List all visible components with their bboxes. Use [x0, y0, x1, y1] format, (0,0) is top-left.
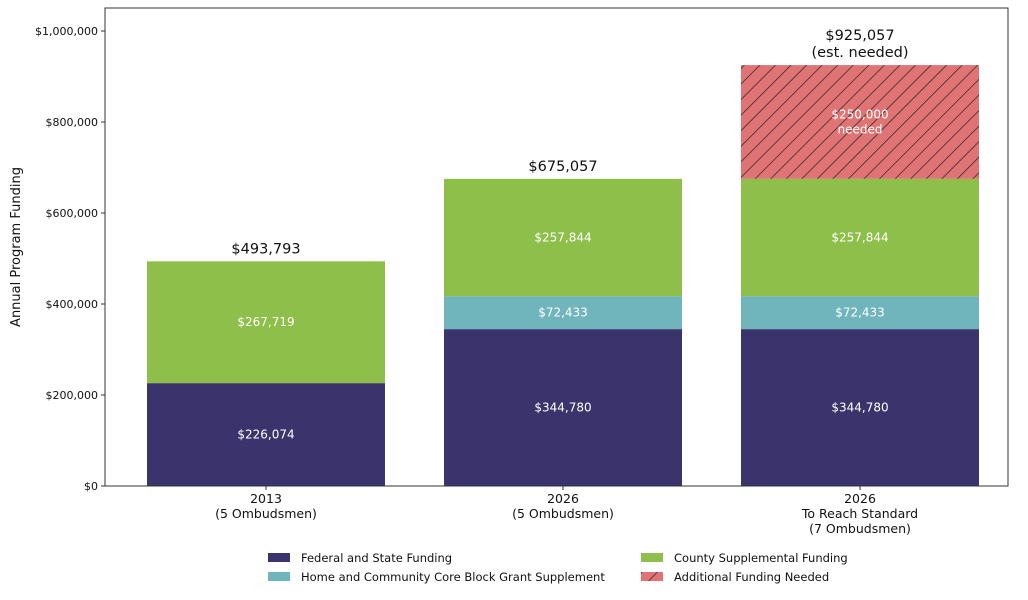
bar-segment	[741, 178, 979, 297]
total-label: $925,057 (est. needed)	[811, 28, 908, 61]
segment-value-label: $257,844	[831, 231, 888, 245]
segment-value-label: $344,780	[534, 401, 591, 415]
segment-value-label: $257,844	[534, 231, 591, 245]
bar-segment	[147, 261, 385, 384]
segment-value-label: $72,433	[538, 306, 588, 320]
legend-label: Home and Community Core Block Grant Supp…	[301, 570, 605, 584]
y-axis-label: Annual Program Funding	[9, 167, 24, 327]
y-tick-label: $200,000	[46, 389, 99, 402]
segment-value-label: $250,000 needed	[831, 107, 888, 136]
bar-segment	[444, 296, 682, 330]
bar-segment	[147, 383, 385, 486]
y-tick-label: $800,000	[46, 116, 99, 129]
y-tick-label: $400,000	[46, 298, 99, 311]
legend-label: County Supplemental Funding	[674, 551, 848, 565]
segment-value-label: $267,719	[237, 315, 294, 329]
total-label: $675,057	[528, 159, 597, 175]
legend-label: Federal and State Funding	[301, 551, 452, 565]
legend-swatch	[268, 553, 290, 562]
legend: Federal and State Funding Home and Commun…	[268, 551, 848, 584]
bar-segment	[444, 178, 682, 297]
segment-value-label: $344,780	[831, 401, 888, 415]
segment-value-label: $226,074	[237, 428, 294, 442]
y-tick-label: $1,000,000	[35, 25, 98, 38]
legend-swatch	[641, 572, 663, 581]
x-tick-label: 2026 (5 Ombudsmen)	[512, 491, 614, 521]
plot-frame	[104, 7, 1009, 487]
legend-label: Additional Funding Needed	[674, 570, 829, 584]
bar-segment	[741, 296, 979, 330]
bar-segment	[444, 329, 682, 486]
legend-swatch	[641, 553, 663, 562]
legend-swatch	[268, 572, 290, 581]
x-tick-label: 2013 (5 Ombudsmen)	[215, 491, 317, 521]
y-tick-label: $600,000	[46, 207, 99, 220]
bar-segment	[741, 65, 979, 179]
bar-segment	[741, 329, 979, 486]
x-tick-label: 2026 To Reach Standard (7 Ombudsmen)	[801, 491, 918, 536]
segment-value-label: $72,433	[835, 306, 885, 320]
total-label: $493,793	[231, 241, 300, 257]
y-tick-label: $0	[84, 480, 98, 493]
